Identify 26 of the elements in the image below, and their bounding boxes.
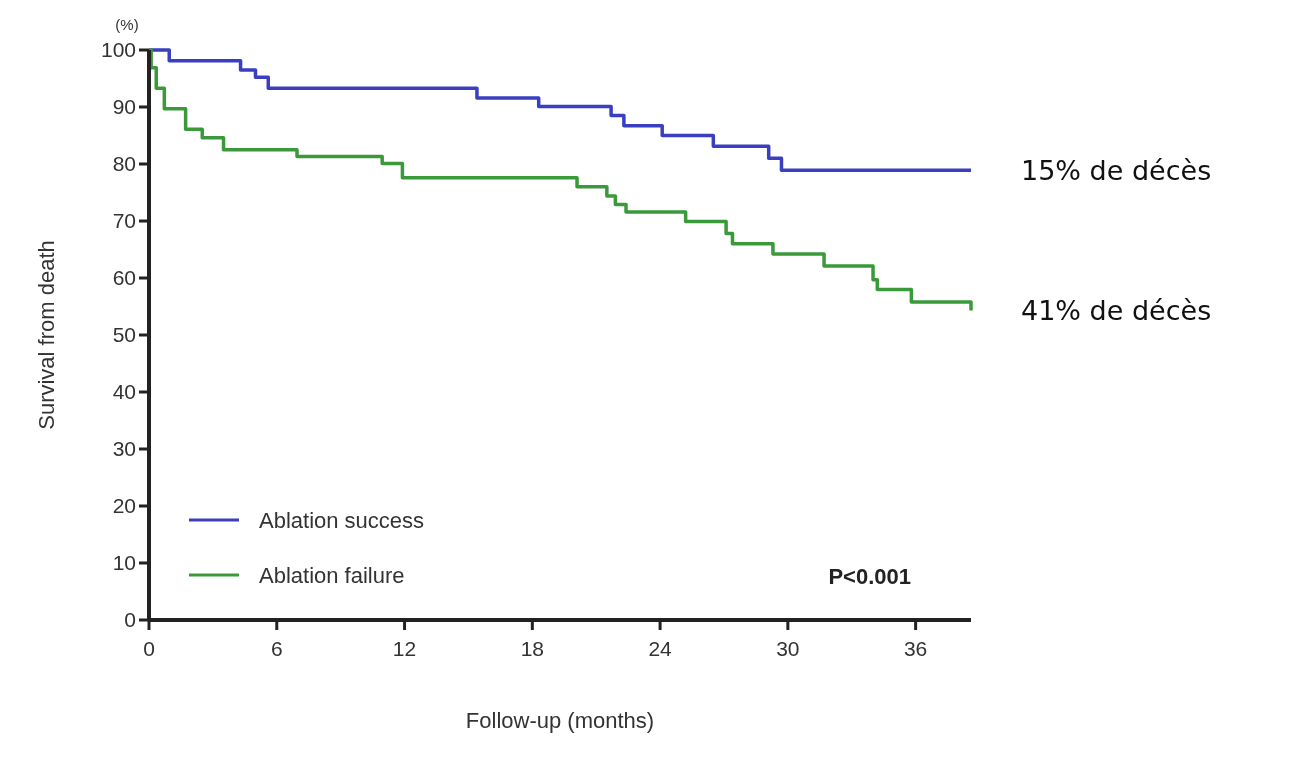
legend-label: Ablation success [259, 507, 425, 533]
y-tick-label: 60 [112, 266, 136, 290]
y-tick-label: 0 [124, 608, 136, 632]
x-axis-title: Follow-up (months) [465, 708, 655, 733]
annotation: 41% de décès [1021, 294, 1212, 326]
x-tick-label: 6 [270, 637, 283, 660]
y-tick-label: 40 [112, 380, 136, 404]
y-tick-label: 10 [112, 551, 136, 575]
y-tick-label: 30 [112, 437, 136, 461]
legend-label: Ablation failure [259, 562, 405, 588]
y-tick-label: 50 [112, 323, 136, 347]
x-tick-label: 30 [776, 637, 800, 660]
y-axis-title: Survival from death [34, 240, 59, 430]
y-tick-label: 20 [112, 494, 136, 518]
annotation: P<0.001 [828, 563, 911, 589]
y-tick-label: 100 [100, 38, 136, 62]
x-tick-label: 18 [520, 637, 544, 660]
y-tick-label: 80 [112, 152, 136, 176]
annotation: 15% de décès [1021, 154, 1212, 186]
text: (%) [115, 16, 139, 33]
x-tick-label: 24 [648, 637, 673, 660]
y-tick-label: 70 [112, 209, 136, 233]
x-tick-label: 36 [903, 637, 928, 660]
x-tick-label: 12 [392, 637, 417, 660]
y-tick-label: 90 [112, 95, 136, 119]
x-tick-label: 0 [143, 637, 155, 660]
